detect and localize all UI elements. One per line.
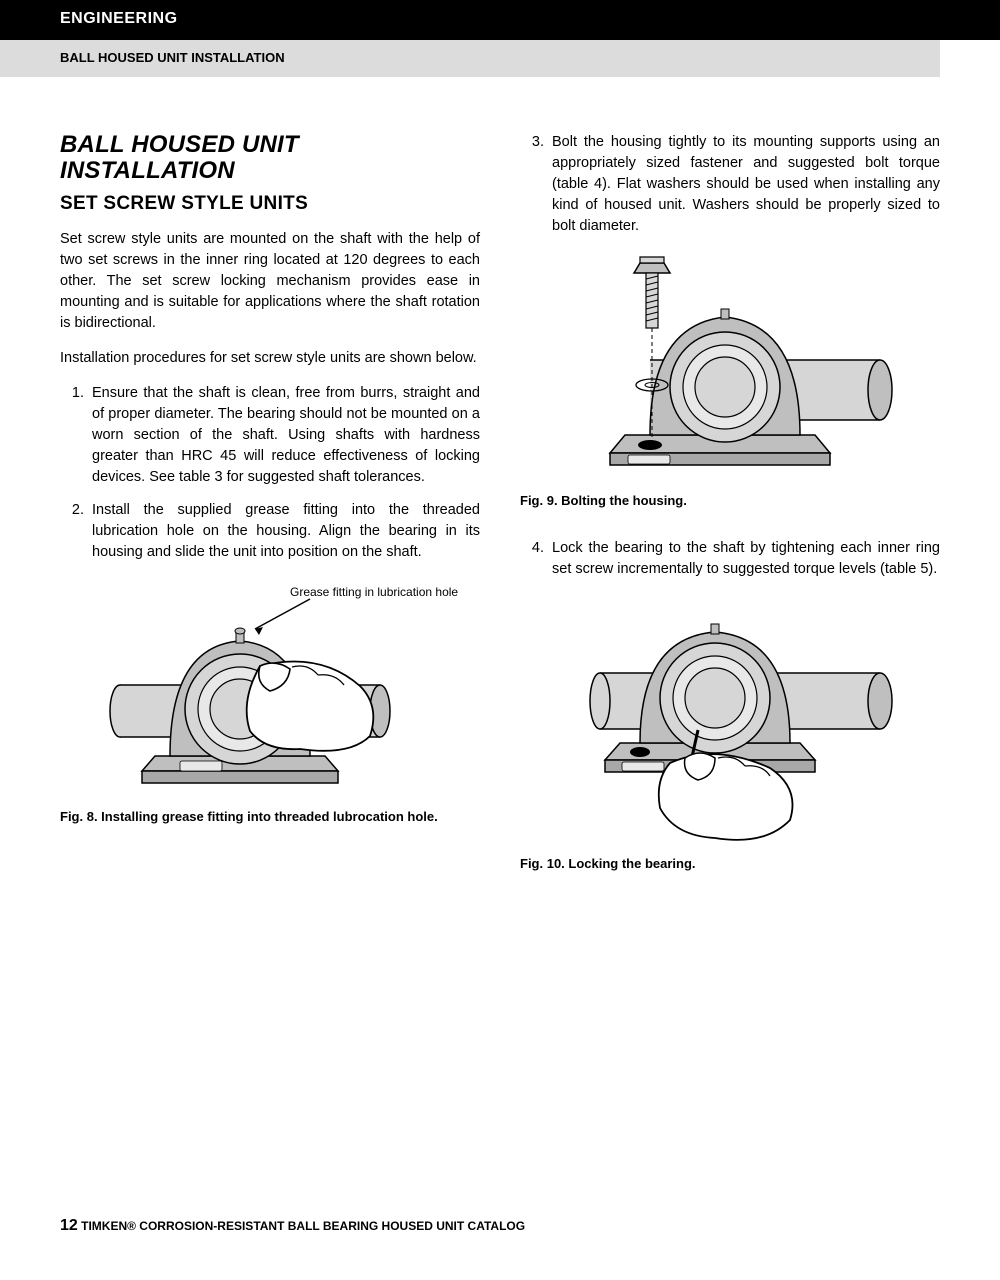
steps-left: Ensure that the shaft is clean, free fro… [60, 383, 480, 563]
figure-8-caption: Fig. 8. Installing grease fitting into t… [60, 809, 480, 824]
figure-8: Grease fitting in lubrication hole [60, 591, 480, 824]
figure-9: Fig. 9. Bolting the housing. [520, 255, 940, 508]
section-subtitle: SET SCREW STYLE UNITS [60, 193, 480, 215]
page-number: 12 [60, 1217, 78, 1234]
footer-text: TIMKEN® CORROSION-RESISTANT BALL BEARING… [78, 1219, 525, 1233]
header-sub-label: BALL HOUSED UNIT INSTALLATION [60, 50, 285, 65]
header-gray-bar: BALL HOUSED UNIT INSTALLATION [0, 40, 940, 77]
figure-9-caption: Fig. 9. Bolting the housing. [520, 493, 940, 508]
figure-10-illustration [540, 598, 920, 848]
intro-paragraph-2: Installation procedures for set screw st… [60, 348, 480, 369]
figure-8-label: Grease fitting in lubrication hole [290, 585, 458, 599]
step-2: Install the supplied grease fitting into… [88, 500, 480, 563]
header-black-bar: ENGINEERING [0, 0, 1000, 40]
header-section-label: ENGINEERING [60, 10, 178, 27]
figure-8-illustration [60, 591, 460, 801]
step-1: Ensure that the shaft is clean, free fro… [88, 383, 480, 488]
steps-right-1: Bolt the housing tightly to its mounting… [520, 132, 940, 237]
step-4: Lock the bearing to the shaft by tighten… [548, 538, 940, 580]
steps-right-2: Lock the bearing to the shaft by tighten… [520, 538, 940, 580]
figure-10: Fig. 10. Locking the bearing. [520, 598, 940, 871]
page-footer: 12 TIMKEN® CORROSION-RESISTANT BALL BEAR… [60, 1217, 525, 1235]
content-area: BALL HOUSED UNIT INSTALLATION SET SCREW … [0, 77, 1000, 877]
figure-10-caption: Fig. 10. Locking the bearing. [520, 856, 940, 871]
figure-9-illustration [540, 255, 920, 485]
page-title: BALL HOUSED UNIT INSTALLATION [60, 132, 480, 185]
step-3: Bolt the housing tightly to its mounting… [548, 132, 940, 237]
right-column: Bolt the housing tightly to its mounting… [520, 132, 940, 877]
left-column: BALL HOUSED UNIT INSTALLATION SET SCREW … [60, 132, 480, 877]
intro-paragraph-1: Set screw style units are mounted on the… [60, 229, 480, 334]
